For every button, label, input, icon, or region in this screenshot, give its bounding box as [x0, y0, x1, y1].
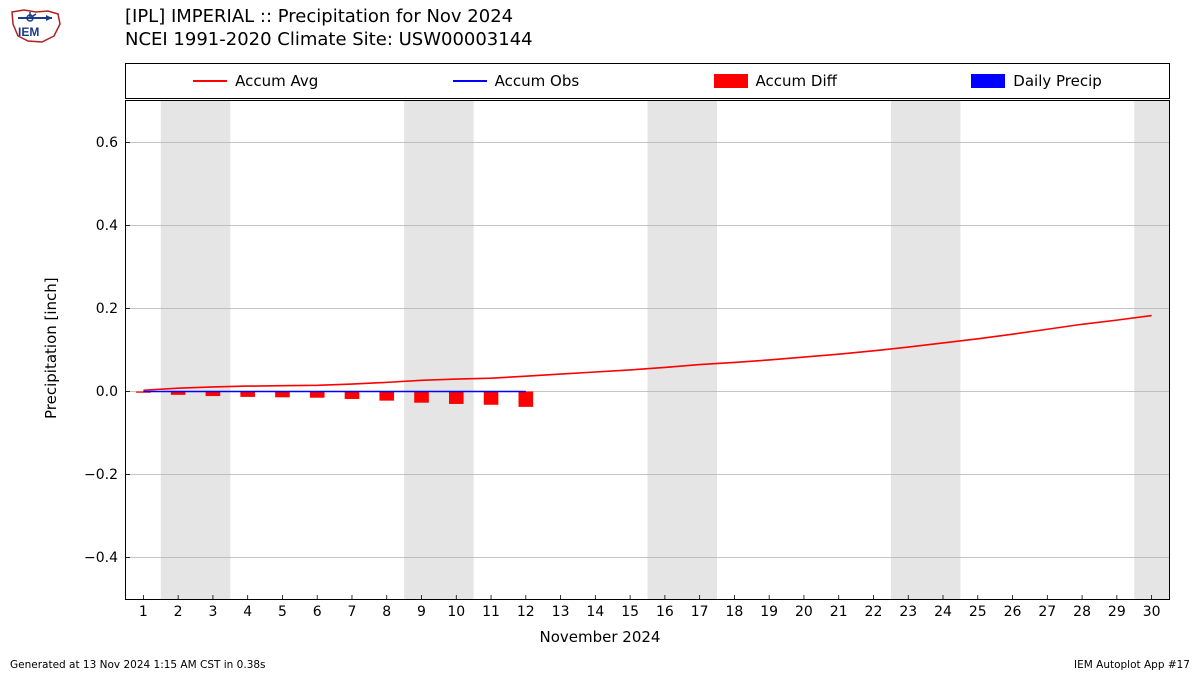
x-tick-label: 21 [830, 604, 848, 620]
x-tick-label: 23 [899, 604, 917, 620]
legend-item: Accum Diff [714, 72, 837, 90]
x-tick-label: 2 [174, 604, 183, 620]
chart-title-line1: [IPL] IMPERIAL :: Precipitation for Nov … [125, 6, 533, 29]
x-tick-label: 4 [243, 604, 252, 620]
y-tick-label: −0.4 [84, 550, 118, 566]
x-tick-label: 10 [447, 604, 465, 620]
x-tick-label: 15 [621, 604, 639, 620]
legend-item: Accum Avg [193, 72, 318, 90]
x-tick-label: 8 [382, 604, 391, 620]
x-tick-label: 19 [760, 604, 778, 620]
legend-label: Accum Avg [235, 72, 318, 90]
x-tick-label: 27 [1038, 604, 1056, 620]
x-tick-label: 16 [656, 604, 674, 620]
legend-item: Accum Obs [453, 72, 580, 90]
chart-title-line2: NCEI 1991-2020 Climate Site: USW00003144 [125, 29, 533, 52]
x-tick-label: 22 [865, 604, 883, 620]
legend-box-swatch [714, 74, 748, 88]
x-tick-label: 3 [208, 604, 217, 620]
chart-title: [IPL] IMPERIAL :: Precipitation for Nov … [125, 6, 533, 51]
x-tick-label: 13 [552, 604, 570, 620]
x-tick-label: 18 [725, 604, 743, 620]
y-tick-label: 0.2 [96, 301, 118, 317]
x-tick-label: 12 [517, 604, 535, 620]
footer-app: IEM Autoplot App #17 [1074, 659, 1190, 671]
legend-label: Daily Precip [1013, 72, 1102, 90]
x-tick-label: 9 [417, 604, 426, 620]
x-tick-label: 17 [691, 604, 709, 620]
legend-line-swatch [193, 80, 227, 82]
x-tick-label: 14 [586, 604, 604, 620]
x-tick-label: 25 [969, 604, 987, 620]
svg-text:IEM: IEM [18, 25, 39, 39]
iem-logo: IEM [8, 6, 63, 46]
plot-area [125, 100, 1170, 600]
y-tick-label: −0.2 [84, 467, 118, 483]
x-tick-label: 7 [348, 604, 357, 620]
y-axis-label: Precipitation [inch] [42, 277, 60, 419]
footer-generated: Generated at 13 Nov 2024 1:15 AM CST in … [10, 659, 266, 671]
x-axis-label: November 2024 [0, 628, 1200, 646]
legend-line-swatch [453, 80, 487, 82]
legend-label: Accum Obs [495, 72, 580, 90]
x-tick-label: 5 [278, 604, 287, 620]
x-tick-label: 30 [1143, 604, 1161, 620]
x-tick-label: 28 [1073, 604, 1091, 620]
x-tick-label: 24 [934, 604, 952, 620]
x-tick-label: 11 [482, 604, 500, 620]
plot-svg [126, 101, 1169, 599]
x-tick-label: 20 [795, 604, 813, 620]
legend-label: Accum Diff [756, 72, 837, 90]
y-tick-label: 0.0 [96, 384, 118, 400]
x-tick-label: 26 [1004, 604, 1022, 620]
x-tick-label: 6 [313, 604, 322, 620]
x-tick-label: 29 [1108, 604, 1126, 620]
legend-box-swatch [971, 74, 1005, 88]
legend-item: Daily Precip [971, 72, 1102, 90]
legend: Accum Avg Accum Obs Accum Diff Daily Precip [125, 63, 1170, 99]
y-tick-label: 0.4 [96, 218, 118, 234]
x-tick-label: 1 [139, 604, 148, 620]
y-tick-label: 0.6 [96, 135, 118, 151]
